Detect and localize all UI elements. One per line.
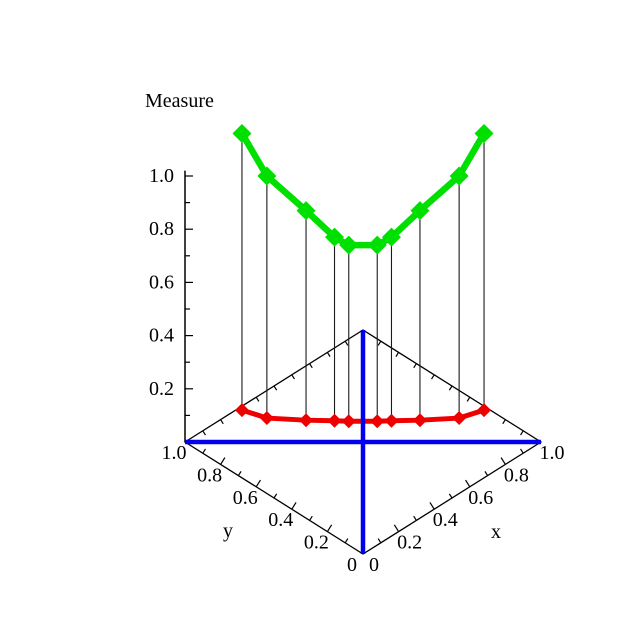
y-edge-tick-label: 1.0 [162, 442, 187, 464]
base-edge-tick [377, 340, 382, 346]
base-edge-tick [344, 340, 349, 346]
base-edge-tick [502, 419, 506, 425]
measure-axis-tick-label: 0.4 [149, 325, 174, 347]
measure-axis-tick-label: 0.8 [149, 218, 174, 240]
base-edge-tick [202, 448, 206, 454]
base-edge-tick [291, 374, 295, 380]
base-edge-tick [309, 363, 313, 369]
y-edge-tick-label: 0.4 [268, 509, 293, 531]
x-edge-tick-label: 0.8 [504, 464, 529, 486]
lower-curve-marker [370, 414, 385, 429]
measure-axis-tick-label: 1.0 [149, 165, 174, 187]
y-edge-tick-label: 0.6 [233, 487, 258, 509]
x-edge-tick-label: 0.4 [433, 509, 458, 531]
base-edge-tick [220, 419, 224, 425]
base-edge-tick [202, 430, 206, 436]
base-edge-tick [465, 479, 471, 488]
base-edge-tick [237, 471, 242, 476]
x-edge-tick-label: 0.2 [397, 532, 422, 554]
base-edge-tick [431, 374, 435, 380]
y-axis-label: y [223, 520, 233, 542]
y-edge-tick-label: 0 [347, 554, 357, 576]
lower-curve-marker [412, 413, 427, 428]
base-edge-tick [395, 352, 400, 357]
upper-curve-marker [381, 227, 401, 247]
base-edge-tick [344, 538, 349, 544]
base-edge-tick [255, 396, 260, 402]
measure-axis-tick-label: 0.2 [149, 378, 174, 400]
upper-curve-marker [367, 235, 387, 255]
base-edge-tick [326, 352, 331, 357]
lower-curve-marker [259, 411, 274, 426]
lower-curve-marker [299, 413, 314, 428]
upper-curve-marker [232, 123, 252, 143]
base-edge-tick [291, 502, 297, 510]
lower-curve-marker [341, 414, 356, 429]
upper-curve-marker [296, 201, 316, 221]
base-edge-tick [220, 457, 226, 465]
chart-generated-layers: 0.2 0.4 0.6 0.8 1.0 0 0.2 0.4 0.6 0.8 1.0 0 0.2 0.4 0.… [149, 123, 565, 576]
base-edge-tick [326, 524, 333, 532]
base-edge-tick [309, 515, 313, 521]
base-edge-tick [466, 396, 471, 402]
base-edge-tick [273, 493, 278, 499]
y-edge-tick-label: 0.8 [197, 464, 222, 486]
base-edge-tick [448, 385, 453, 391]
y-edge-tick-label: 0.2 [304, 532, 329, 554]
lower-curve-marker [477, 403, 492, 418]
x-edge-tick-label: 0 [369, 554, 379, 576]
measure-axis-title: Measure [145, 90, 214, 112]
measure-axis-tick-label: 0.6 [149, 271, 174, 293]
x-axis-label: x [491, 521, 501, 543]
base-edge-tick [413, 363, 417, 369]
base-edge-tick [377, 538, 382, 544]
upper-curve-line [239, 131, 487, 249]
x-edge-tick-label: 0.6 [468, 487, 493, 509]
lower-curve-marker [234, 403, 249, 418]
base-edge-tick [393, 524, 400, 532]
x-edge-tick-label: 1.0 [540, 442, 565, 464]
base-edge-tick [255, 479, 261, 488]
upper-curve-marker [325, 227, 345, 247]
base-edge-tick [448, 493, 453, 499]
base-edge-tick [484, 471, 489, 476]
upper-curve-marker [339, 235, 359, 255]
base-edge-tick [520, 448, 524, 454]
lower-curve-marker [327, 413, 342, 428]
base-edge-tick [429, 502, 435, 510]
base-edge-tick [500, 457, 506, 465]
upper-curve-marker [410, 201, 430, 221]
lower-curve-marker [384, 413, 399, 428]
upper-curve-marker [474, 123, 494, 143]
upper-curve-marker [257, 166, 277, 186]
base-edge-tick [520, 430, 524, 436]
base-edge-tick [413, 515, 417, 521]
base-edge-tick [273, 385, 278, 391]
upper-curve-marker [449, 166, 469, 186]
lower-curve-marker [452, 411, 467, 426]
